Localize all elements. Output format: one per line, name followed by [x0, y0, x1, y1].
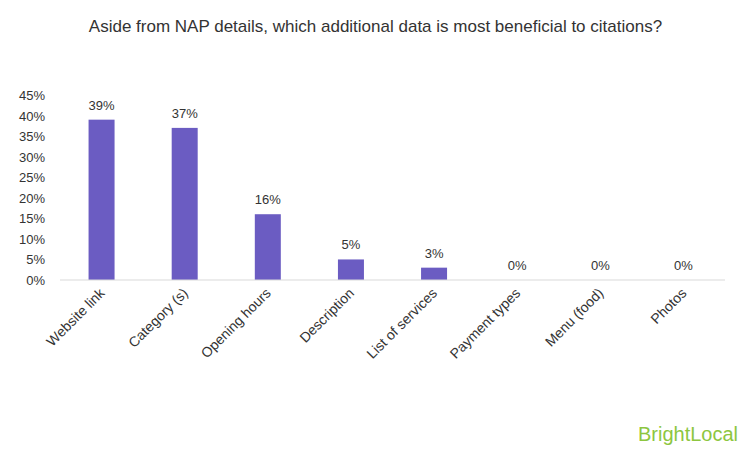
category-label: Category (s) [125, 285, 191, 351]
tick-mark [56, 156, 60, 157]
data-label: 0% [508, 258, 527, 273]
tick-mark [56, 259, 60, 260]
logo: BrightLocal [638, 423, 738, 445]
category-label: Menu (food) [542, 285, 607, 350]
tick-label: 35% [19, 129, 45, 144]
title: Aside from NAP details, which additional… [89, 17, 662, 36]
tick-mark [56, 218, 60, 219]
tick-mark [56, 280, 60, 281]
chart: Aside from NAP details, which additional… [0, 0, 751, 455]
tick-mark [56, 177, 60, 178]
category-label: Payment types [447, 285, 524, 362]
tick-label: 45% [19, 88, 45, 103]
tick-label: 10% [19, 232, 45, 247]
bar [89, 120, 115, 280]
category-label: Description [296, 285, 357, 346]
x-axis [60, 280, 725, 281]
tick-label: 25% [19, 170, 45, 185]
tick-label: 40% [19, 109, 45, 124]
data-label: 16% [255, 192, 281, 207]
tick-mark [56, 238, 60, 239]
category-label: Website link [43, 284, 108, 349]
tick-label: 20% [19, 191, 45, 206]
bars [89, 120, 448, 280]
tick-mark [56, 197, 60, 198]
category-label: Opening hours [198, 285, 274, 361]
bar [255, 214, 281, 280]
data-label: 0% [591, 258, 610, 273]
background [0, 0, 751, 455]
category-label: Photos [647, 285, 689, 327]
data-label: 0% [674, 258, 693, 273]
bar [338, 259, 364, 280]
bar [172, 128, 198, 280]
data-label: 37% [172, 106, 198, 121]
data-label: 3% [425, 246, 444, 261]
tick-label: 30% [19, 150, 45, 165]
tick-label: 15% [19, 211, 45, 226]
tick-mark [56, 95, 60, 96]
tick-mark [56, 115, 60, 116]
tick-mark [56, 136, 60, 137]
data-label: 39% [89, 98, 115, 113]
data-label: 5% [342, 237, 361, 252]
tick-label: 0% [26, 273, 45, 288]
tick-label: 5% [26, 252, 45, 267]
category-label: List of services [363, 285, 440, 362]
bar [421, 268, 447, 280]
